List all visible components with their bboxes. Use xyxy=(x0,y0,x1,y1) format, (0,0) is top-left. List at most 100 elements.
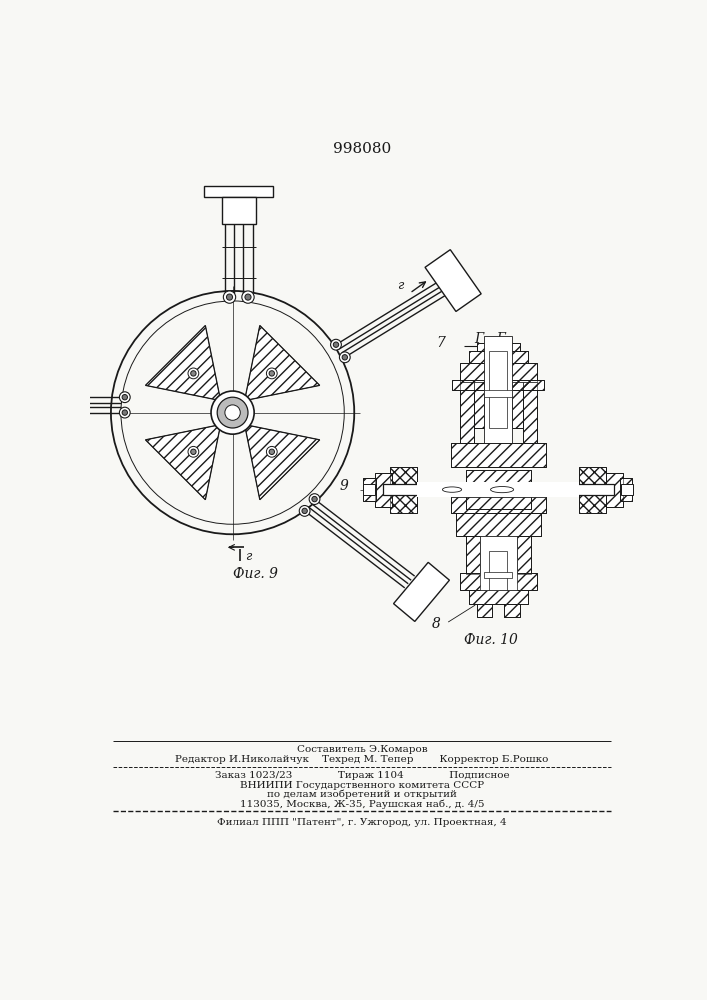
Bar xyxy=(517,536,530,574)
Bar xyxy=(620,478,632,501)
Text: Филиал ППП "Патент", г. Ужгород, ул. Проектная, 4: Филиал ППП "Патент", г. Ужгород, ул. Про… xyxy=(217,818,507,827)
Bar xyxy=(469,590,527,604)
Bar xyxy=(460,382,474,443)
Circle shape xyxy=(269,371,274,376)
Bar xyxy=(452,380,544,389)
Bar xyxy=(484,572,512,578)
Bar xyxy=(450,483,546,496)
Text: 9: 9 xyxy=(340,479,349,493)
Circle shape xyxy=(267,446,277,457)
Bar xyxy=(517,536,530,574)
Text: Заказ 1023/23              Тираж 1104              Подписное: Заказ 1023/23 Тираж 1104 Подписное xyxy=(215,771,509,780)
Text: по делам изобретений и открытий: по делам изобретений и открытий xyxy=(267,790,457,799)
Bar xyxy=(363,478,376,501)
Bar xyxy=(512,382,523,428)
Bar xyxy=(390,466,417,513)
Bar xyxy=(450,490,546,513)
Bar xyxy=(450,443,546,466)
Bar xyxy=(620,478,632,501)
Polygon shape xyxy=(245,425,320,500)
Text: 8: 8 xyxy=(432,617,441,631)
Bar xyxy=(474,382,484,428)
Circle shape xyxy=(242,291,254,303)
Bar xyxy=(477,343,492,351)
Bar xyxy=(222,197,256,224)
Bar xyxy=(477,343,492,351)
Ellipse shape xyxy=(491,487,514,493)
Bar xyxy=(466,470,530,509)
Circle shape xyxy=(191,449,196,454)
Bar xyxy=(477,604,492,617)
Bar xyxy=(489,351,508,428)
Circle shape xyxy=(188,446,199,457)
Bar xyxy=(466,536,480,574)
Bar xyxy=(523,382,537,443)
Circle shape xyxy=(331,339,341,350)
Circle shape xyxy=(312,496,317,502)
Text: Редактор И.Николайчук    Техред М. Тепер        Корректор Б.Рошко: Редактор И.Николайчук Техред М. Тепер Ко… xyxy=(175,755,549,764)
Bar xyxy=(466,470,530,509)
Circle shape xyxy=(225,405,240,420)
Circle shape xyxy=(342,355,348,360)
Circle shape xyxy=(226,294,233,300)
Polygon shape xyxy=(394,562,450,621)
Bar xyxy=(456,513,541,536)
Polygon shape xyxy=(146,325,221,401)
Text: Фиг. 10: Фиг. 10 xyxy=(464,633,518,647)
Circle shape xyxy=(217,397,248,428)
Bar xyxy=(504,604,520,617)
Circle shape xyxy=(119,392,130,403)
Circle shape xyxy=(188,368,199,379)
Bar xyxy=(456,513,541,536)
Text: г: г xyxy=(245,550,251,563)
Bar xyxy=(504,343,520,351)
Text: Г - Г: Г - Г xyxy=(474,332,506,346)
Circle shape xyxy=(122,395,127,400)
Bar xyxy=(484,336,512,443)
Bar xyxy=(460,573,537,590)
Bar xyxy=(469,351,527,363)
Circle shape xyxy=(122,410,127,415)
Text: ВНИИПИ Государственного комитета СССР: ВНИИПИ Государственного комитета СССР xyxy=(240,781,484,790)
Bar xyxy=(460,382,474,443)
Bar xyxy=(460,573,537,590)
Circle shape xyxy=(269,449,274,454)
Polygon shape xyxy=(146,425,221,500)
Bar xyxy=(523,382,537,443)
Text: 998080: 998080 xyxy=(333,142,391,156)
Circle shape xyxy=(333,342,339,347)
Text: 7: 7 xyxy=(436,336,445,350)
Bar xyxy=(512,382,523,428)
Bar xyxy=(504,343,520,351)
Bar xyxy=(390,466,417,513)
Bar xyxy=(466,536,480,574)
Bar xyxy=(450,482,546,497)
Bar xyxy=(460,363,537,382)
Circle shape xyxy=(309,494,320,504)
Text: Составитель Э.Комаров: Составитель Э.Комаров xyxy=(297,745,427,754)
Bar xyxy=(504,604,520,617)
Bar xyxy=(474,382,484,428)
Circle shape xyxy=(339,352,350,363)
Bar xyxy=(480,536,517,590)
Bar xyxy=(382,484,614,495)
Bar xyxy=(363,478,376,501)
Bar xyxy=(579,466,606,513)
Bar xyxy=(204,186,274,197)
Circle shape xyxy=(302,508,308,514)
Circle shape xyxy=(223,291,235,303)
Bar xyxy=(489,551,508,590)
Bar xyxy=(606,473,623,507)
Bar xyxy=(450,443,546,466)
Bar xyxy=(452,380,544,389)
Bar xyxy=(477,604,492,617)
Circle shape xyxy=(245,294,251,300)
Polygon shape xyxy=(425,250,481,311)
Bar xyxy=(506,536,517,567)
Bar xyxy=(469,590,527,604)
Circle shape xyxy=(299,506,310,516)
Circle shape xyxy=(191,371,196,376)
Bar xyxy=(460,363,537,382)
Bar xyxy=(375,473,392,507)
Text: 113035, Москва, Ж-35, Раушская наб., д. 4/5: 113035, Москва, Ж-35, Раушская наб., д. … xyxy=(240,799,484,809)
